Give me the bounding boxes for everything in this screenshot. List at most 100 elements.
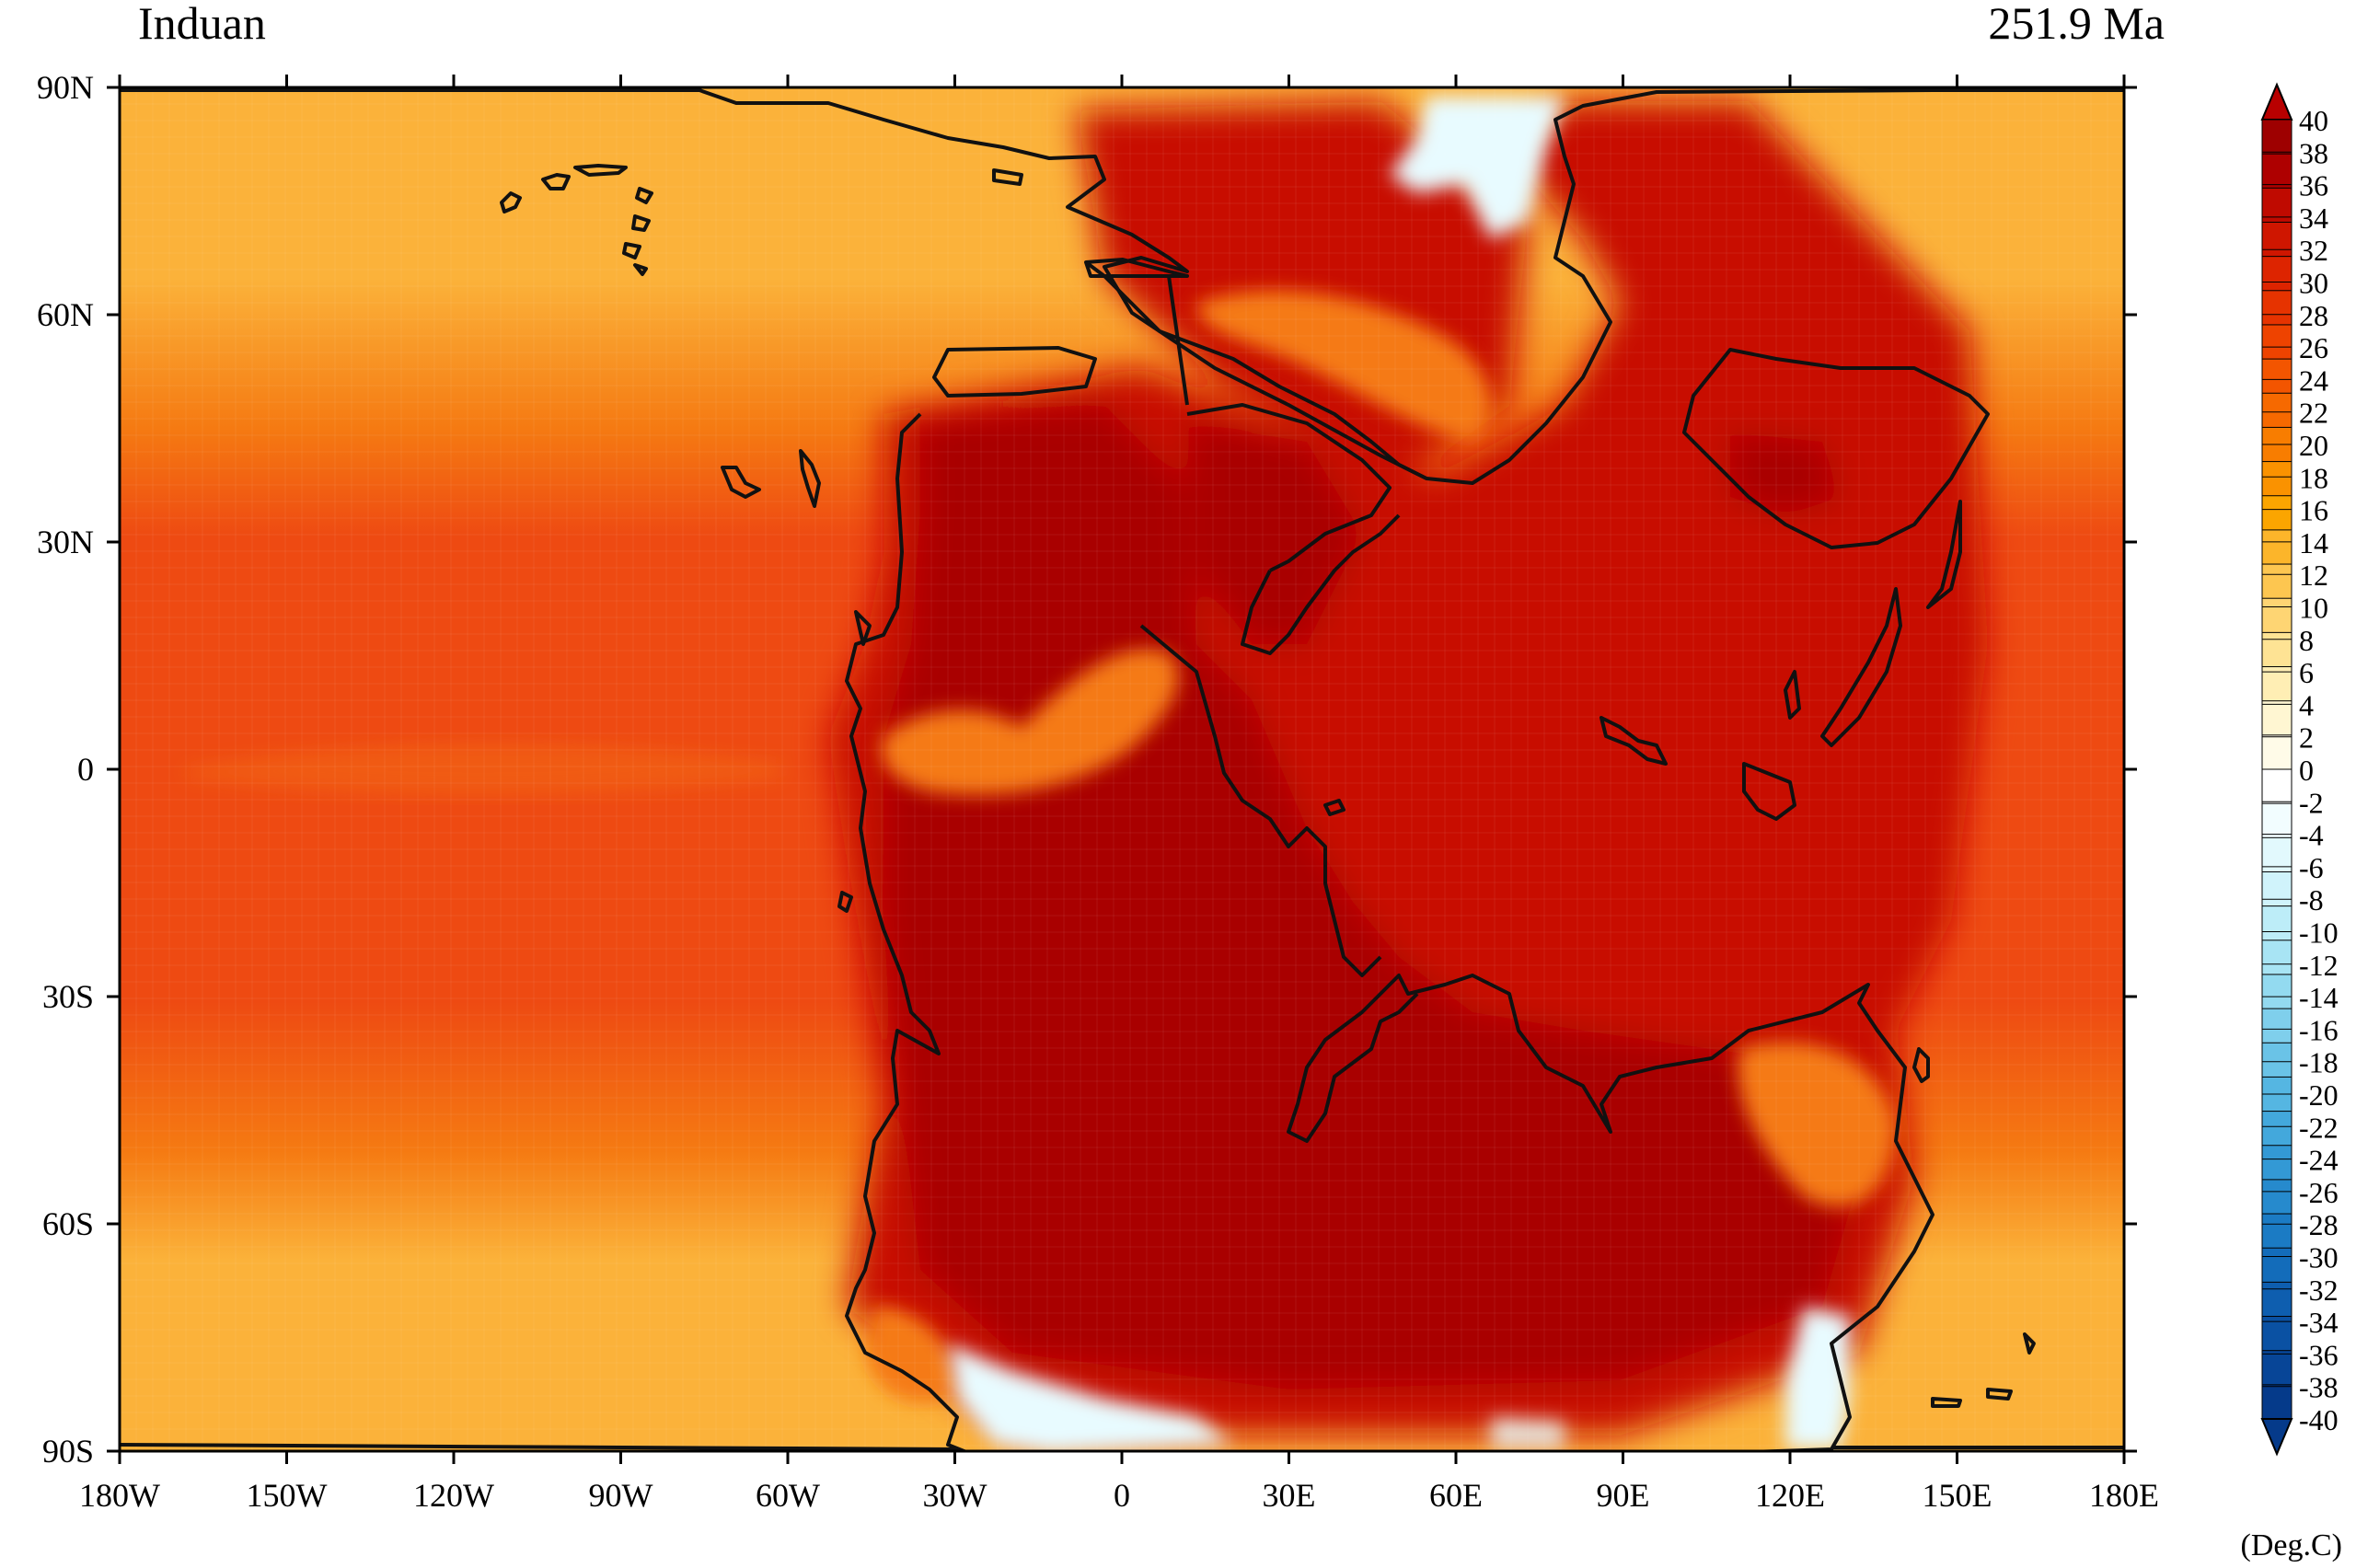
colorbar-swatch [2261,1281,2292,1318]
colorbar: 4038363432302826242220181614121086420-2-… [2260,82,2339,1457]
y-tick-label: 0 [77,751,94,788]
x-tick-label: 180W [79,1477,160,1514]
colorbar-label: 14 [2299,526,2328,559]
y-tick-label: 60S [42,1205,94,1242]
colorbar-label: -14 [2299,981,2339,1014]
colorbar-label: 6 [2299,656,2314,689]
x-tick-label: 60E [1429,1477,1483,1514]
x-tick-label: 180E [2089,1477,2159,1514]
colorbar-swatch [2261,905,2292,941]
pangaea-hot-core [884,405,1859,1389]
coastlines [120,88,2124,1451]
colorbar-bottom-arrow [2260,1418,2293,1457]
colorbar-label: -12 [2299,949,2339,982]
colorbar-label: 24 [2299,363,2328,397]
colorbar-label: -10 [2299,917,2339,950]
colorbar-swatch [2261,495,2292,531]
colorbar-label: 18 [2299,461,2328,494]
x-tick-label: 150E [1923,1477,1992,1514]
colorbar-top-arrow [2260,82,2293,121]
colorbar-swatch [2261,563,2292,600]
colorbar-label: 20 [2299,429,2328,462]
x-tick-label: 0 [1114,1477,1130,1514]
colorbar-swatch [2261,153,2292,190]
y-tick-label: 30S [42,978,94,1015]
colorbar-label: 2 [2299,721,2314,755]
south-cool-patch [1738,1042,1896,1207]
colorbar-swatch [2261,392,2292,429]
colorbar-label: -4 [2299,819,2324,852]
colorbar-label: 40 [2299,104,2328,137]
equatorial-ocean-band [184,744,782,795]
colorbar-label: 26 [2299,331,2328,364]
colorbar-label: 12 [2299,559,2328,592]
colorbar-label: 36 [2299,169,2328,202]
colorbar-swatch [2261,974,2292,1010]
siberia-hot-core [1730,432,1841,515]
colorbar-label: -38 [2299,1371,2339,1404]
colorbar-swatch [2261,631,2292,668]
temperature-field [120,87,2124,1451]
colorbar-units: (Deg.C) [2241,1528,2342,1562]
colorbar-swatch [2261,1145,2292,1181]
x-tick-label: 120W [413,1477,494,1514]
x-tick-label: 150W [247,1477,328,1514]
y-axis: 90N 60N 30N 0 30S 60S 90S [37,69,2137,1470]
colorbar-swatch [2261,700,2292,736]
colorbar-label: -30 [2299,1241,2339,1274]
north-cold-patch [1390,97,1565,239]
south-coast-cool-patch [865,1307,957,1403]
colorbar-label: 38 [2299,136,2328,169]
colorbar-label: -22 [2299,1111,2339,1144]
colorbar-label: -16 [2299,1013,2339,1046]
colorbar-swatch [2261,461,2292,497]
colorbar-swatch [2261,1042,2292,1078]
colorbar-label: 22 [2299,397,2328,430]
colorbar-swatch [2261,802,2292,839]
colorbar-swatch [2261,1316,2292,1352]
x-tick-label: 90E [1597,1477,1650,1514]
colorbar-swatch [2261,870,2292,907]
colorbar-label: 34 [2299,202,2328,235]
colorbar-label: -40 [2299,1403,2339,1436]
colorbar-swatch [2261,529,2292,566]
colorbar-swatch [2261,1350,2292,1386]
colorbar-label: -2 [2299,786,2324,819]
colorbar-swatch [2261,597,2292,634]
x-axis: 180W 150W 120W 90W 60W 30W 0 30E 60E 90E 120E 150E 1… [79,75,2159,1514]
colorbar-label: -18 [2299,1046,2339,1079]
south-cold-patch-mid [1491,1417,1565,1449]
y-tick-label: 60N [37,296,94,333]
colorbar-label: -36 [2299,1338,2339,1371]
colorbar-swatch [2261,1111,2292,1147]
colorbar-swatch [2261,324,2292,361]
colorbar-swatch [2261,1384,2292,1421]
colorbar-label: -24 [2299,1144,2339,1177]
y-tick-label: 90S [42,1433,94,1470]
y-tick-label: 30N [37,524,94,560]
colorbar-swatch [2261,1008,2292,1044]
colorbar-swatch [2261,1247,2292,1284]
colorbar-label: -26 [2299,1176,2339,1209]
colorbar-swatch [2261,119,2292,156]
colorbar-swatch [2261,1213,2292,1250]
colorbar-label: -8 [2299,883,2324,917]
colorbar-label: 16 [2299,494,2328,527]
colorbar-label: 8 [2299,624,2314,657]
colorbar-label: 4 [2299,688,2314,721]
south-cold-patch-west [948,1343,1233,1451]
colorbar-label: 28 [2299,299,2328,332]
plot-title-left: Induan [138,0,266,49]
colorbar-label: -6 [2299,851,2324,884]
colorbar-label: -34 [2299,1306,2339,1339]
colorbar-swatch [2261,734,2292,770]
colorbar-swatch [2261,666,2292,702]
colorbar-label: 10 [2299,592,2328,625]
colorbar-swatch [2261,256,2292,292]
x-tick-label: 120E [1755,1477,1825,1514]
colorbar-label: 30 [2299,267,2328,300]
y-tick-label: 90N [37,69,94,106]
colorbar-swatch [2261,1179,2292,1216]
colorbar-swatch [2261,290,2292,326]
